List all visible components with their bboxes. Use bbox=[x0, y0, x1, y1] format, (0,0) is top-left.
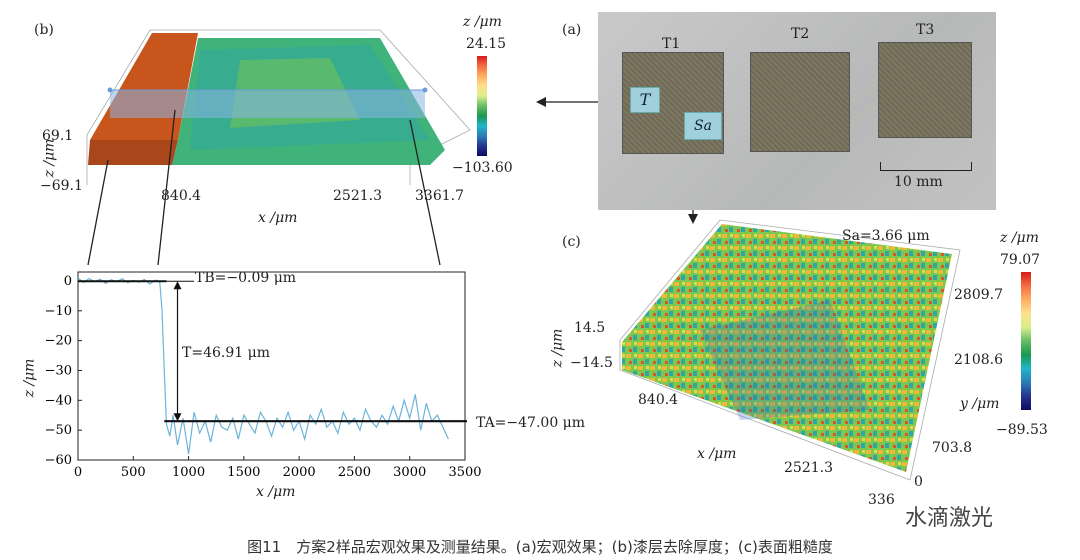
panel-c-zaxis: z /μm bbox=[549, 328, 566, 368]
t-label: T=46.91 μm bbox=[182, 345, 270, 361]
panel-c-colorbar bbox=[1021, 272, 1031, 410]
sa-text: Sa=3.66 μm bbox=[842, 228, 930, 244]
figure-caption: 图11 方案2样品宏观效果及测量结果。(a)宏观效果；(b)漆层去除厚度；(c)… bbox=[247, 538, 833, 556]
panel-c-xtick-3: 336 bbox=[868, 492, 895, 508]
plot-frame bbox=[77, 271, 466, 461]
y-tick-label: −60 bbox=[45, 453, 72, 468]
x-tick-label: 1000 bbox=[172, 465, 205, 480]
panel-b-xtick-1: 840.4 bbox=[161, 188, 202, 204]
scale-bar bbox=[880, 162, 972, 171]
panel-c-zlo: −14.5 bbox=[570, 355, 613, 371]
y-tick-label: −10 bbox=[45, 304, 72, 319]
sample-t3 bbox=[878, 42, 972, 138]
panel-c-xtick-2: 2521.3 bbox=[784, 460, 833, 476]
sample-label-t3: T3 bbox=[916, 22, 935, 38]
y-tick-label: 0 bbox=[64, 274, 72, 289]
sample-label-t1: T1 bbox=[662, 36, 681, 52]
sample-label-t2: T2 bbox=[791, 26, 810, 42]
tb-label: TB=−0.09 μm bbox=[195, 270, 297, 286]
panel-c-zhi: 14.5 bbox=[574, 320, 606, 336]
panel-b-xtick-2: 2521.3 bbox=[333, 188, 382, 204]
panel-c-label: (c) bbox=[562, 234, 581, 250]
panel-b-zlo: −69.1 bbox=[40, 178, 83, 194]
watermark: 水滴激光 bbox=[905, 506, 994, 531]
panel-a-label: (a) bbox=[562, 22, 582, 38]
x-tick-label: 2500 bbox=[338, 465, 371, 480]
panel-c-cbar-unit: z /μm bbox=[1000, 230, 1039, 246]
panel-b-cbar-max: 24.15 bbox=[466, 36, 507, 52]
panel-b-zhi: 69.1 bbox=[42, 128, 74, 144]
panel-c-ytick-2: 2108.6 bbox=[954, 352, 1003, 368]
y-tick-label: −20 bbox=[45, 334, 72, 349]
thickness-arrow-top bbox=[173, 281, 182, 290]
panel-b-cbar-unit: z /μm bbox=[463, 14, 502, 30]
y-tick-label: −40 bbox=[45, 393, 72, 408]
panel-b-cbar-min: −103.60 bbox=[452, 160, 513, 176]
tag-roughness: Sa bbox=[684, 112, 722, 140]
ta-label: TA=−47.00 μm bbox=[476, 415, 586, 431]
profile-xlabel: x /μm bbox=[256, 484, 296, 500]
panel-b-label: (b) bbox=[34, 22, 54, 38]
panel-c-ytick-3: 703.8 bbox=[932, 440, 973, 456]
profile-chart: 0 500 1000 1500 2000 2500 3000 3500 0 −10 −20 −30 −4… bbox=[45, 271, 482, 480]
panel-b-surface bbox=[86, 29, 471, 266]
y-tick-label: −30 bbox=[45, 363, 72, 378]
x-tick-label: 0 bbox=[74, 465, 82, 480]
panel-b-xlabel: x /μm bbox=[258, 210, 298, 226]
panel-c-cbar-max: 79.07 bbox=[1000, 252, 1041, 268]
panel-b-colorbar bbox=[477, 56, 487, 156]
sample-t2 bbox=[750, 52, 850, 152]
panel-c-cbar-min: −89.53 bbox=[996, 422, 1048, 438]
sample-photo: T1 T2 T3 T Sa 10 mm bbox=[598, 12, 996, 210]
x-tick-label: 1500 bbox=[227, 465, 260, 480]
thickness-arrow-bottom bbox=[173, 413, 182, 422]
panel-c-ylabel: y /μm bbox=[960, 396, 1000, 412]
panel-c-xlabel: x /μm bbox=[697, 446, 737, 462]
x-tick-label: 2000 bbox=[283, 465, 316, 480]
tag-thickness: T bbox=[630, 87, 660, 113]
x-tick-label: 500 bbox=[121, 465, 146, 480]
panel-c-surface bbox=[619, 219, 961, 481]
panel-c-ytick-1: 2809.7 bbox=[954, 287, 1003, 303]
scale-label: 10 mm bbox=[894, 174, 943, 190]
y-tick-label: −50 bbox=[45, 423, 72, 438]
x-tick-label: 3000 bbox=[393, 465, 426, 480]
x-tick-label: 3500 bbox=[448, 465, 481, 480]
panel-c-ytick-4: 0 bbox=[914, 474, 923, 490]
panel-b-xtick-3: 3361.7 bbox=[415, 188, 464, 204]
panel-c-xtick-1: 840.4 bbox=[638, 392, 679, 408]
